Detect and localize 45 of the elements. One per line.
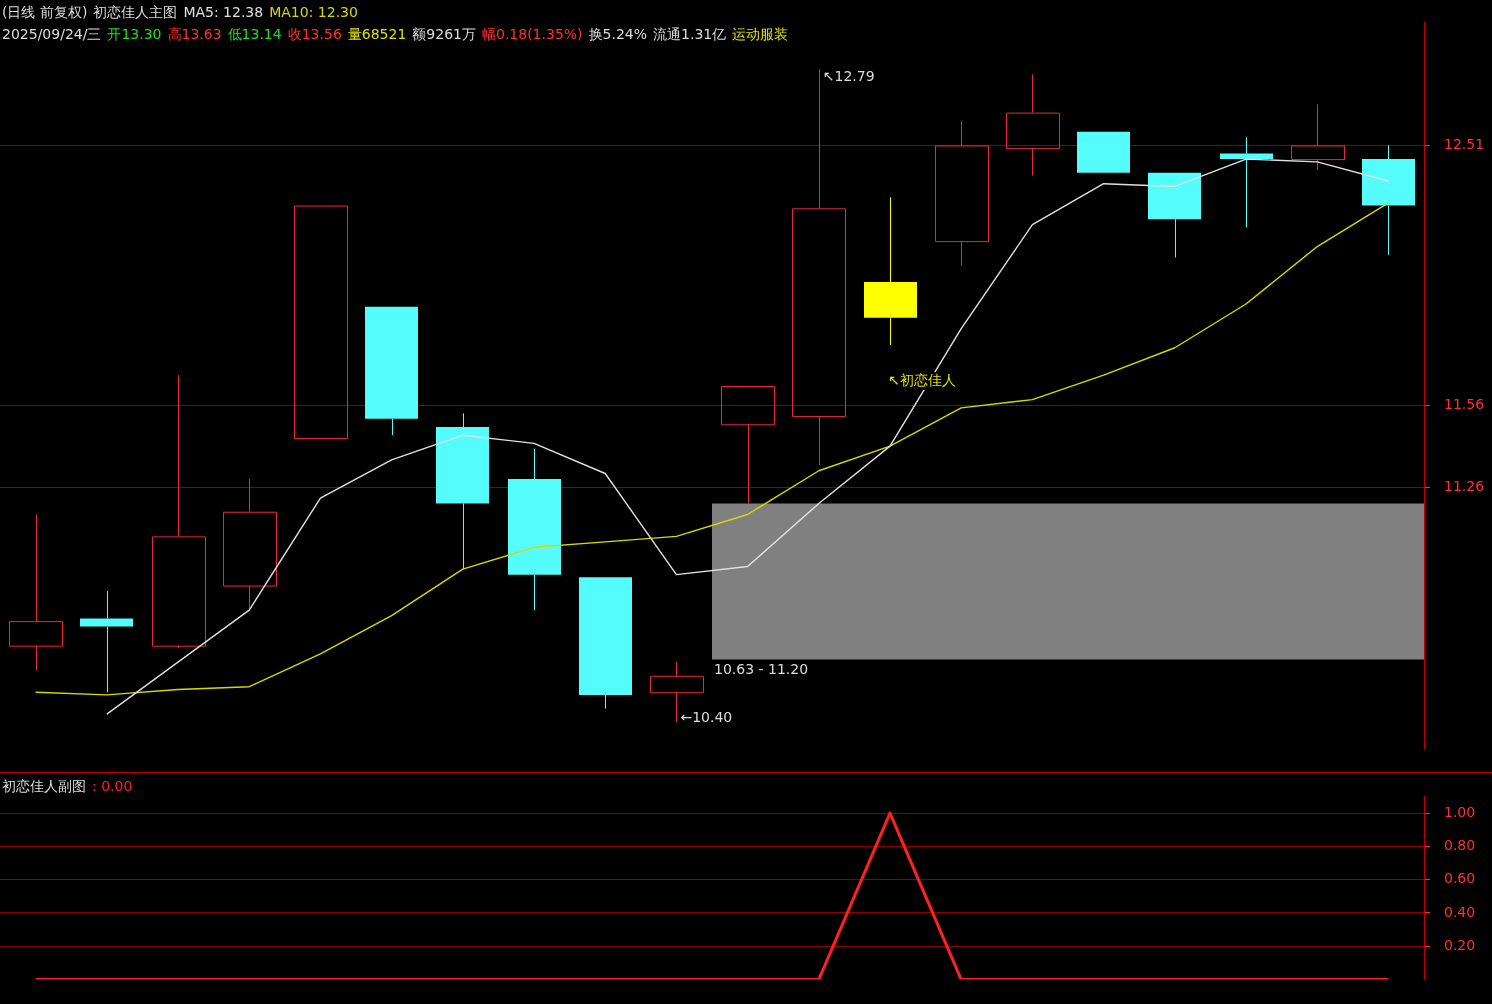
text: MA10: 12.30 [269, 4, 358, 20]
annotation: 换5.24% [588, 26, 648, 42]
y-tick-label: 0.80 [1444, 837, 1476, 853]
annotation: 流通1.31亿 [653, 26, 727, 42]
annotation: ↖初恋佳人 [888, 371, 956, 388]
candlestick [436, 412, 489, 570]
candlestick [1220, 136, 1273, 228]
annotation: 幅0.18(1.35%) [481, 26, 583, 42]
annotation: 低13.14 [227, 26, 282, 42]
chart-title: 初恋佳人主图 [93, 4, 178, 20]
candlestick [80, 590, 133, 693]
candlestick [9, 513, 63, 671]
y-tick-label: 0.20 [1444, 936, 1476, 953]
candlestick [152, 374, 206, 649]
text: : 0.00 [92, 778, 133, 794]
annotation: 高13.63 [167, 26, 222, 42]
annotation: 收13.56 [287, 26, 342, 42]
candlestick [721, 386, 775, 505]
annotation: 2025/09/24/三 [2, 26, 102, 42]
text: MA5: 12.38 [183, 4, 264, 20]
annotation: 开13.30 [107, 26, 162, 42]
candlestick [935, 120, 989, 267]
candlestick [579, 577, 632, 710]
annotation: 量68521 [347, 26, 407, 42]
annotation: ←10.40 [680, 708, 733, 725]
annotation: 额9261万 [412, 26, 476, 42]
candlestick [1291, 103, 1345, 171]
chart-title: 初恋佳人副图 [2, 778, 86, 794]
annotation: ↖12.79 [822, 67, 875, 84]
band-label: 10.63 - 11.20 [714, 661, 809, 678]
annotation: 运动服装 [732, 26, 789, 42]
candlestick [508, 448, 561, 611]
candlestick [1362, 144, 1415, 256]
y-tick-label: 11.56 [1444, 395, 1485, 412]
y-tick-label: 0.60 [1444, 870, 1476, 887]
candlestick [223, 478, 277, 611]
y-tick-label: 0.40 [1444, 903, 1476, 920]
y-tick-label: 11.26 [1444, 477, 1485, 494]
y-tick-label: 12.51 [1444, 136, 1485, 153]
candlestick [365, 306, 418, 436]
candlestick [1148, 172, 1201, 259]
text: (日线 前复权) [2, 4, 88, 20]
candlestick [1006, 73, 1060, 176]
y-tick-label: 1.00 [1444, 803, 1476, 820]
candlestick [864, 196, 917, 346]
